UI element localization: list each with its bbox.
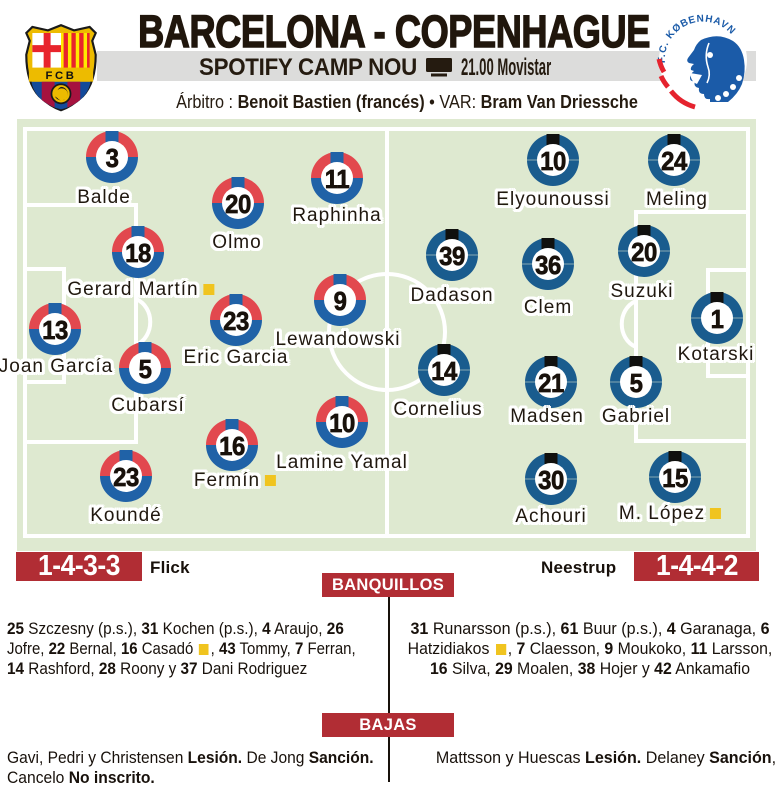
svg-text:FCB: FCB bbox=[46, 70, 77, 82]
